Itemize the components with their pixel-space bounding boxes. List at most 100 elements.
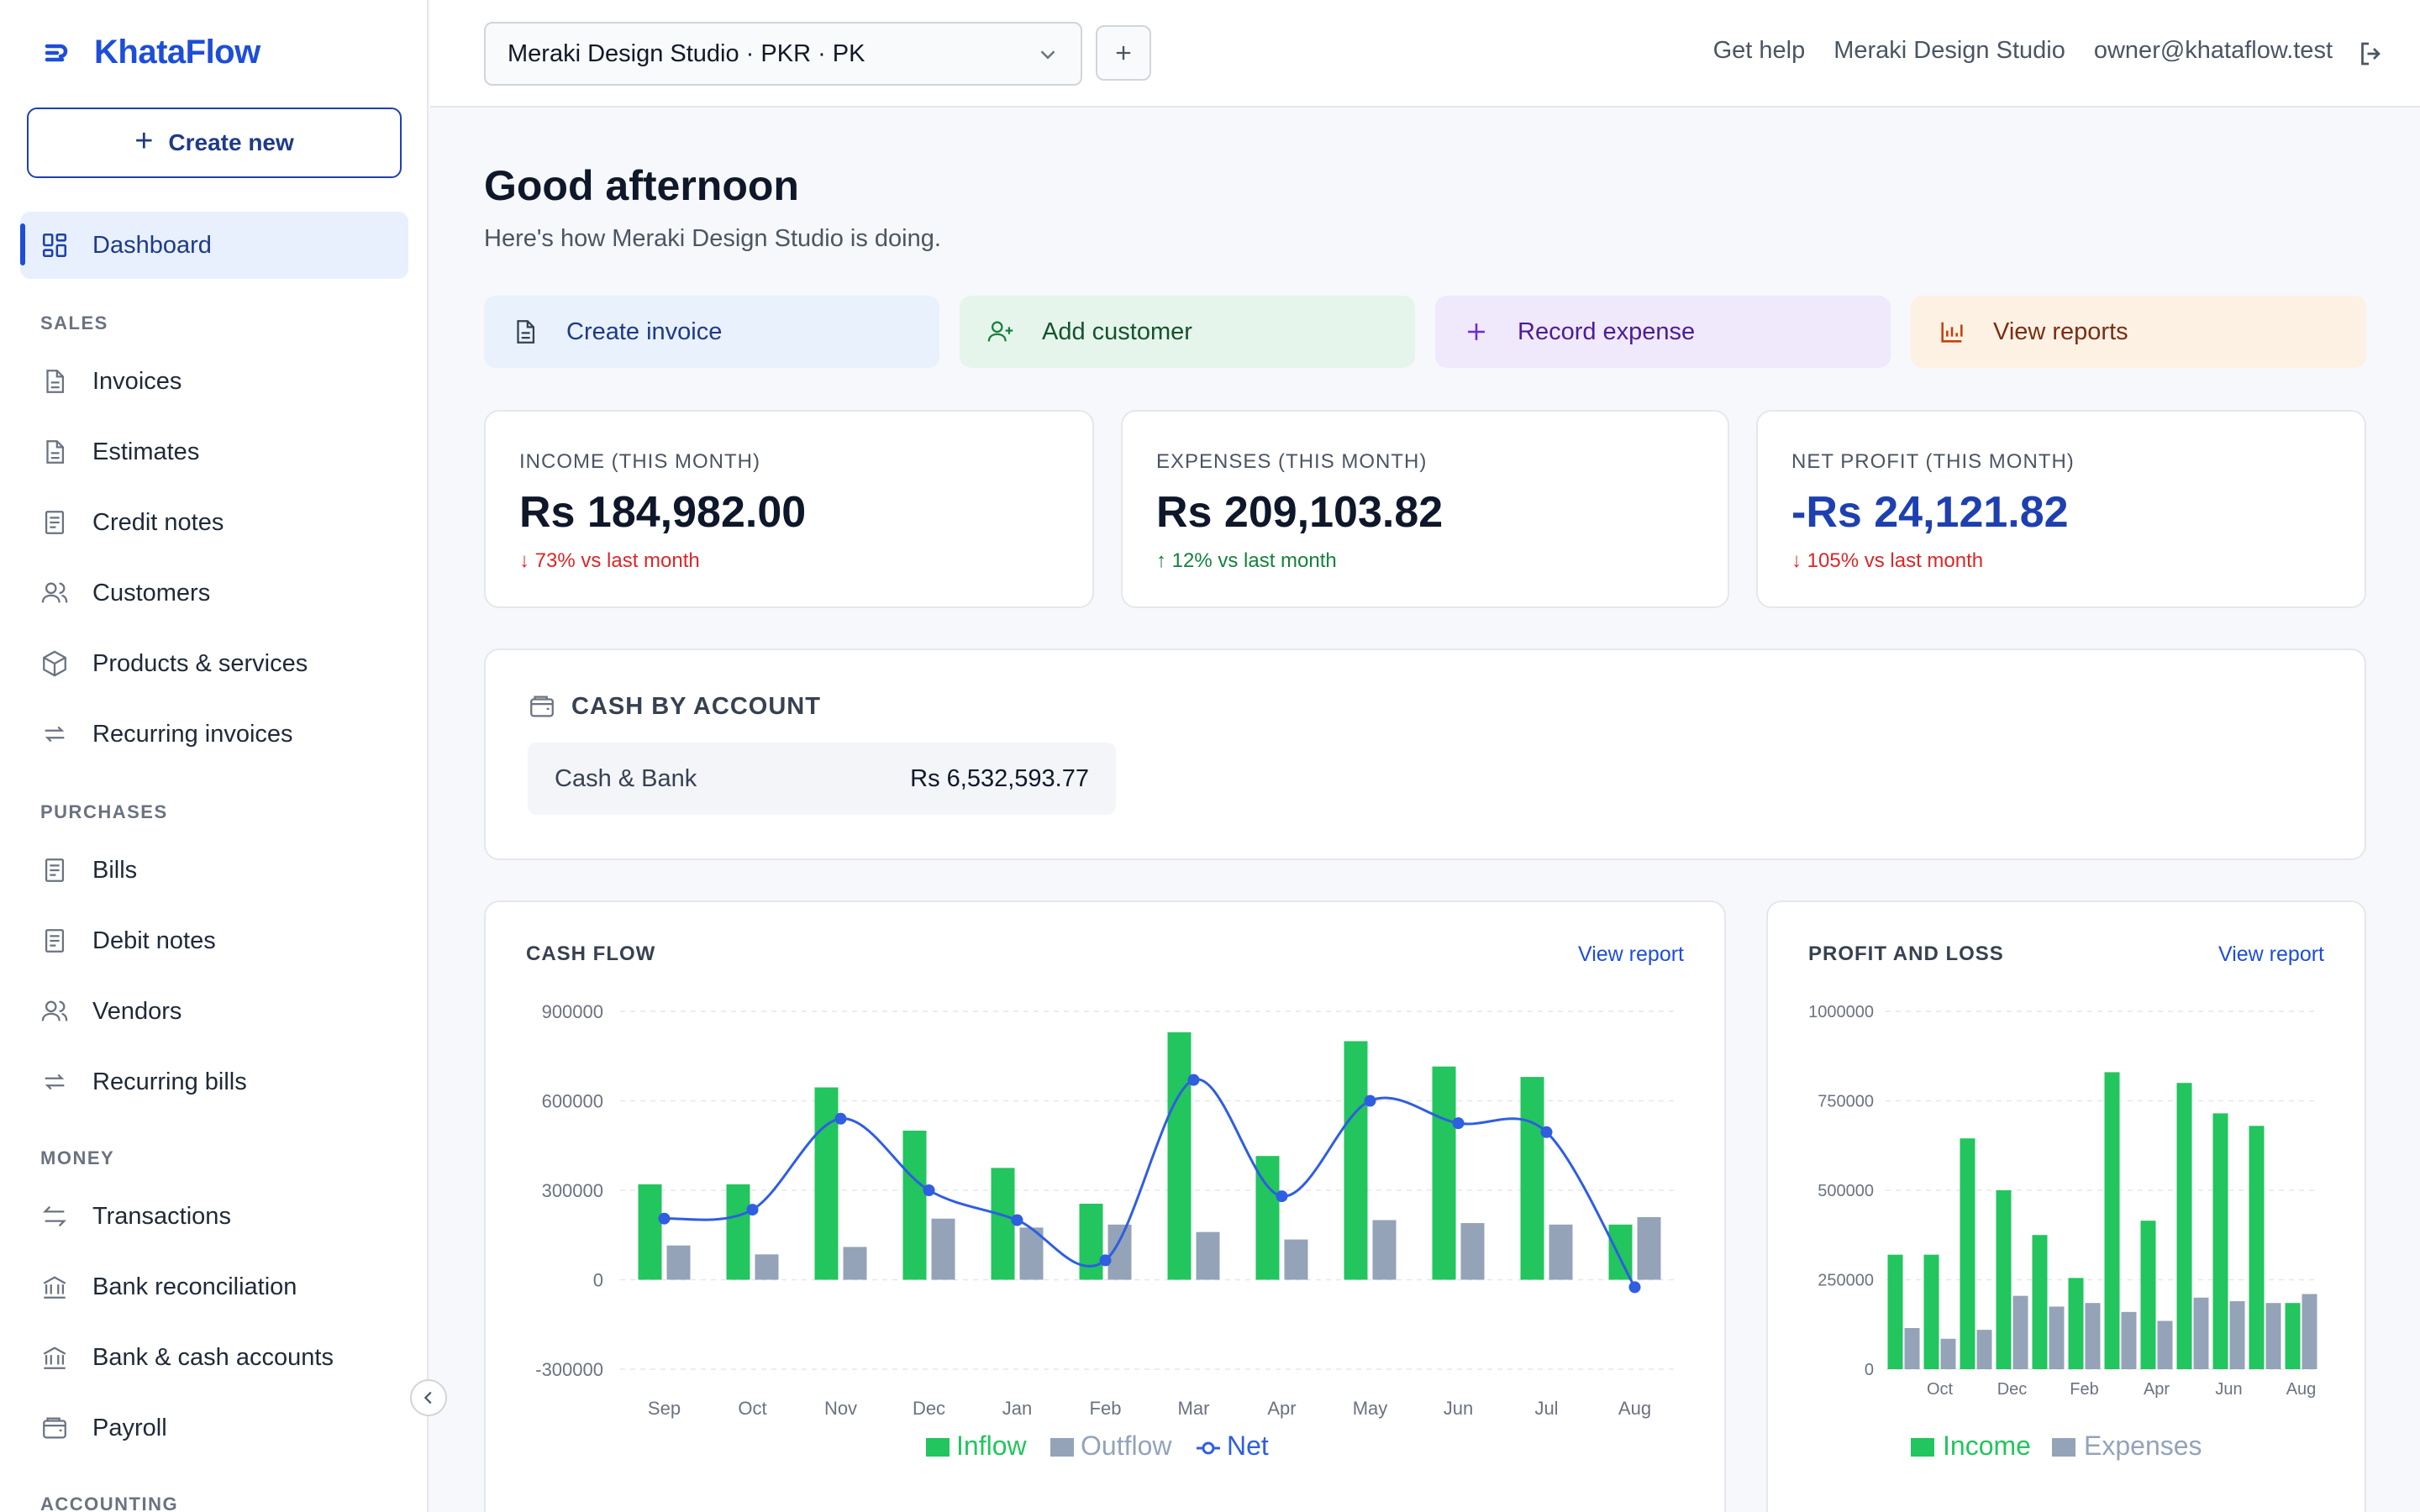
quick-action-label: Add customer (1042, 318, 1192, 345)
sidebar-item-vendors[interactable]: Vendors (40, 995, 182, 1028)
sidebar-item-label: Estimates (92, 438, 200, 465)
sidebar-item-invoices[interactable]: Invoices (40, 365, 182, 398)
user-email[interactable]: owner@khataflow.test (2093, 37, 2333, 64)
nav-active-indicator (20, 223, 25, 265)
sidebar-item-estimates[interactable]: Estimates (40, 435, 199, 469)
transfer-icon (40, 1202, 69, 1231)
expenses-bar (2049, 1306, 2065, 1369)
box-icon (40, 649, 69, 678)
inflow-bar (1520, 1077, 1544, 1280)
kpi-change: ↑ 12% vs last month (1156, 549, 1337, 572)
net-point (834, 1112, 847, 1125)
kpi-label: NET PROFIT (THIS MONTH) (1791, 450, 2075, 473)
create-new-label: Create new (168, 129, 294, 155)
y-tick-label: 1000000 (1808, 1003, 1874, 1021)
x-tick-label: Jun (2215, 1380, 2242, 1399)
page-subtitle: Here's how Meraki Design Studio is doing… (484, 225, 941, 252)
inflow-bar (726, 1184, 750, 1280)
expenses-bar (2121, 1311, 2137, 1369)
add-organization-button[interactable] (1096, 25, 1151, 81)
legend-swatch-inflow (926, 1438, 950, 1457)
chart-title: CASH FLOW (526, 942, 656, 965)
income-bar (1996, 1190, 2012, 1369)
legend-label-expenses: Expenses (2084, 1431, 2202, 1461)
wallet-icon (530, 696, 554, 717)
expenses-bar (1904, 1328, 1920, 1369)
chart-title: PROFIT AND LOSS (1808, 942, 2004, 965)
quick-action-label: Create invoice (566, 318, 723, 345)
view-report-link[interactable]: View report (1578, 942, 1684, 966)
outflow-bar (1284, 1239, 1308, 1280)
plus-icon: + (134, 123, 154, 159)
sidebar-item-label: Invoices (92, 367, 182, 395)
sidebar-item-label: Bank & cash accounts (92, 1343, 334, 1371)
kpi-change: ↓ 105% vs last month (1791, 549, 1984, 572)
income-bar (1960, 1138, 1975, 1369)
net-point (746, 1204, 759, 1216)
net-point (1276, 1190, 1288, 1203)
kpi-card-expenses: EXPENSES (THIS MONTH) Rs 209,103.82 ↑ 12… (1121, 410, 1729, 608)
inflow-bar (1432, 1066, 1456, 1280)
y-tick-label: 600000 (542, 1091, 603, 1112)
top-links: Get help Meraki Design Studio owner@khat… (1713, 37, 2333, 65)
sidebar-item-bank-cash-accounts[interactable]: Bank & cash accounts (40, 1341, 334, 1374)
add-customer-button[interactable]: Add customer (960, 296, 1415, 368)
record-expense-button[interactable]: Record expense (1435, 296, 1891, 368)
bar-chart-icon (1941, 322, 1963, 343)
sidebar-item-products[interactable]: Products & services (40, 647, 308, 680)
sidebar-item-credit-notes[interactable]: Credit notes (40, 506, 224, 539)
net-point (1364, 1095, 1376, 1107)
sidebar-item-payroll[interactable]: Payroll (40, 1411, 167, 1445)
net-point (1099, 1254, 1112, 1267)
sidebar-item-transactions[interactable]: Transactions (40, 1200, 231, 1233)
view-reports-button[interactable]: View reports (1911, 296, 2366, 368)
create-invoice-button[interactable]: Create invoice (484, 296, 939, 368)
cash-flow-card: CASH FLOW View report 900000 600000 300000… (484, 900, 1726, 1512)
sidebar-item-customers[interactable]: Customers (40, 576, 210, 610)
users-icon (40, 997, 69, 1026)
income-bar (2212, 1113, 2228, 1369)
kpi-value: -Rs 24,121.82 (1791, 488, 2069, 537)
section-label-accounting: ACCOUNTING (40, 1494, 179, 1512)
bank-icon (40, 1273, 69, 1301)
sidebar-item-bank-reconciliation[interactable]: Bank reconciliation (40, 1270, 297, 1304)
inflow-bar (1167, 1032, 1192, 1280)
profit-loss-chart: 1000000 750000 500000 250000 0 Oct Dec Feb Apr Ju… (1808, 1003, 2319, 1461)
sidebar: KhataFlow + Create new Dashboard SALES I… (0, 0, 447, 1512)
legend-label-outflow: Outflow (1081, 1431, 1172, 1461)
sidebar-item-recurring-bills[interactable]: Recurring bills (40, 1065, 247, 1099)
app-logo[interactable]: KhataFlow (42, 34, 260, 71)
create-new-button[interactable]: + Create new (27, 108, 402, 178)
sidebar-item-recurring-invoices[interactable]: Recurring invoices (40, 717, 293, 751)
collapse-sidebar-button[interactable] (410, 1379, 447, 1416)
sidebar-item-label: Vendors (92, 997, 182, 1025)
sidebar-item-bills[interactable]: Bills (40, 853, 137, 887)
sidebar-item-dashboard[interactable]: Dashboard (40, 228, 212, 262)
net-point (1187, 1074, 1200, 1086)
expenses-bar (2302, 1294, 2317, 1369)
sidebar-item-debit-notes[interactable]: Debit notes (40, 924, 216, 958)
net-point (1011, 1214, 1023, 1226)
x-tick-label: Oct (1927, 1380, 1954, 1399)
organization-select[interactable]: Meraki Design Studio · PKR · PK (484, 22, 1082, 86)
outflow-bar (1549, 1224, 1573, 1280)
x-tick-label: Dec (913, 1398, 945, 1419)
income-bar (2068, 1278, 2084, 1369)
sidebar-item-label: Transactions (92, 1202, 231, 1230)
organization-name-link[interactable]: Meraki Design Studio (1833, 37, 2065, 64)
user-plus-icon (987, 321, 1013, 342)
view-report-link[interactable]: View report (2218, 942, 2324, 966)
sidebar-item-label: Dashboard (92, 231, 212, 259)
sidebar-item-label: Credit notes (92, 508, 224, 536)
x-tick-label: Feb (2070, 1380, 2098, 1399)
x-tick-label: Feb (1090, 1398, 1122, 1419)
plus-icon (1468, 323, 1485, 340)
logo-icon (45, 44, 68, 61)
cash-account-row[interactable]: Cash & Bank Rs 6,532,593.77 (528, 743, 1116, 815)
get-help-link[interactable]: Get help (1712, 37, 1806, 64)
repeat-icon (40, 1068, 69, 1096)
section-label-money: MONEY (40, 1147, 115, 1168)
document-icon (517, 320, 535, 344)
logout-icon[interactable] (2356, 39, 2386, 69)
kpi-value: Rs 209,103.82 (1156, 488, 1444, 537)
